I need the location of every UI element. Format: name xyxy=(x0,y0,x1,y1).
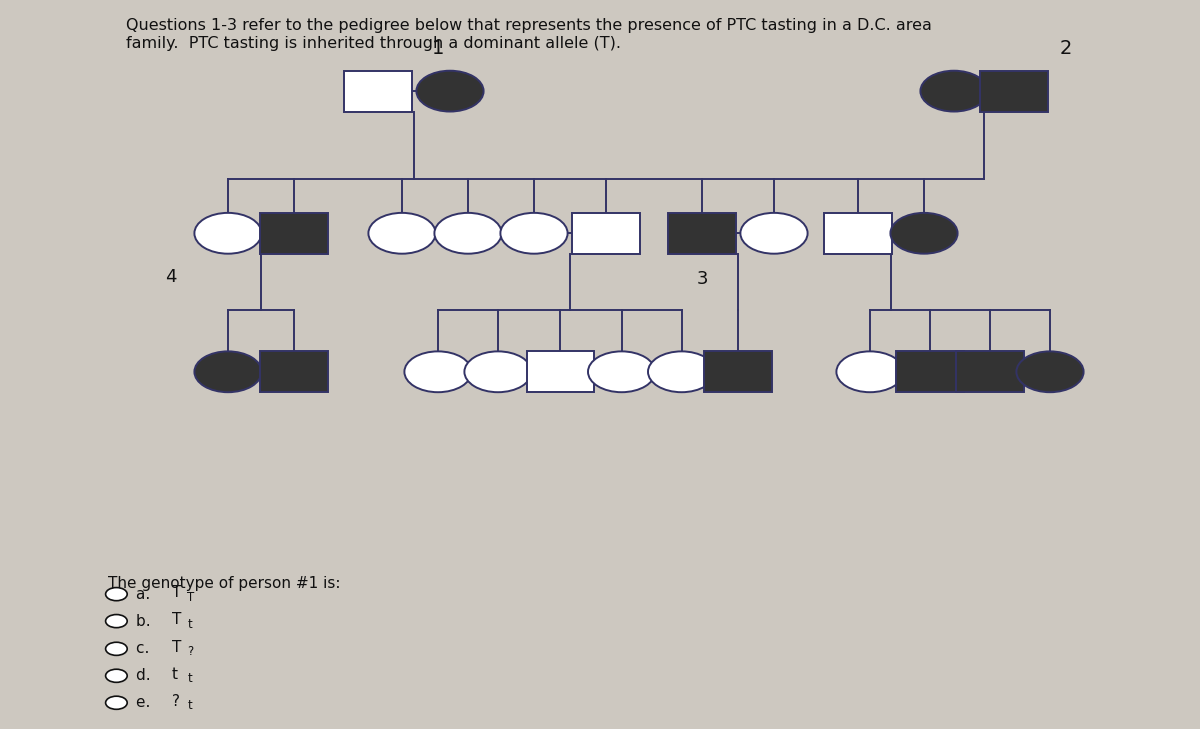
Circle shape xyxy=(194,213,262,254)
Circle shape xyxy=(464,351,532,392)
Bar xyxy=(572,213,640,254)
Text: t: t xyxy=(172,667,178,682)
Circle shape xyxy=(106,615,127,628)
Circle shape xyxy=(106,696,127,709)
Text: T: T xyxy=(172,640,181,655)
Circle shape xyxy=(500,213,568,254)
Circle shape xyxy=(416,71,484,112)
Text: t: t xyxy=(187,617,192,631)
Bar xyxy=(896,351,964,392)
Text: b.: b. xyxy=(136,614,160,628)
Circle shape xyxy=(106,642,127,655)
Circle shape xyxy=(648,351,715,392)
Text: ?: ? xyxy=(187,645,193,658)
Circle shape xyxy=(434,213,502,254)
Text: t: t xyxy=(187,672,192,685)
Bar xyxy=(668,213,736,254)
Text: 2: 2 xyxy=(1060,39,1072,58)
Text: t: t xyxy=(187,699,192,712)
Text: 1: 1 xyxy=(432,39,444,58)
Bar xyxy=(260,351,328,392)
Circle shape xyxy=(404,351,472,392)
Circle shape xyxy=(836,351,904,392)
Bar xyxy=(260,213,328,254)
Text: Questions 1-3 refer to the pedigree below that represents the presence of PTC ta: Questions 1-3 refer to the pedigree belo… xyxy=(126,18,932,50)
Circle shape xyxy=(106,588,127,601)
Bar xyxy=(980,71,1048,112)
Circle shape xyxy=(588,351,655,392)
Text: T: T xyxy=(172,585,181,600)
Bar xyxy=(824,213,892,254)
Circle shape xyxy=(1016,351,1084,392)
Bar xyxy=(527,351,594,392)
Circle shape xyxy=(368,213,436,254)
Circle shape xyxy=(194,351,262,392)
Text: T: T xyxy=(187,590,194,604)
Text: 4: 4 xyxy=(164,268,176,286)
Circle shape xyxy=(106,669,127,682)
Bar xyxy=(956,351,1024,392)
Circle shape xyxy=(920,71,988,112)
Text: The genotype of person #1 is:: The genotype of person #1 is: xyxy=(108,576,341,591)
Text: ?: ? xyxy=(172,694,180,709)
Text: d.: d. xyxy=(136,668,160,683)
Circle shape xyxy=(890,213,958,254)
Text: T: T xyxy=(172,612,181,627)
Bar xyxy=(344,71,412,112)
Text: a.: a. xyxy=(136,587,160,601)
Circle shape xyxy=(740,213,808,254)
Bar xyxy=(704,351,772,392)
Text: 3: 3 xyxy=(696,270,708,288)
Text: c.: c. xyxy=(136,642,158,656)
Text: e.: e. xyxy=(136,695,160,710)
